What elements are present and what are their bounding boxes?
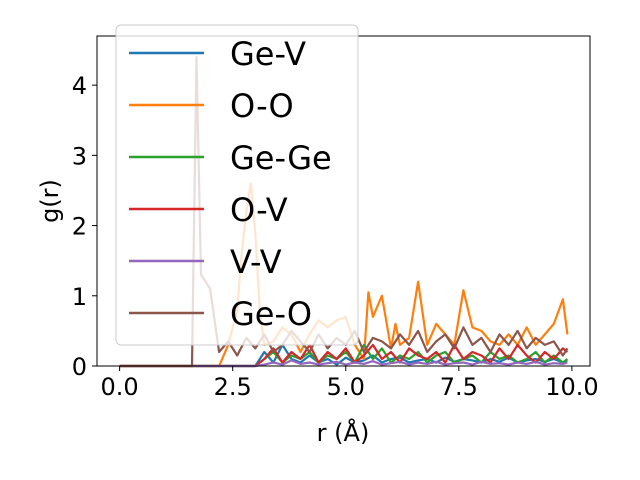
legend-label-ge-ge: Ge-Ge — [230, 139, 332, 177]
legend: Ge-V O-O Ge-Ge O-V V-V Ge-O — [115, 24, 359, 346]
series-line-ge-o — [119, 56, 569, 368]
x-axis-label: r (Å) — [317, 418, 370, 447]
series-layer — [119, 56, 569, 368]
x-tick-label: 5.0 — [327, 373, 365, 401]
legend-label-v-v: V-V — [230, 243, 282, 281]
series-line-o-v — [119, 343, 569, 368]
y-tick-label: 1 — [72, 283, 87, 311]
legend-label-ge-o: Ge-O — [230, 295, 312, 333]
y-tick-label: 4 — [72, 72, 87, 100]
y-tick-label: 3 — [72, 142, 87, 170]
series-line-v-v — [119, 359, 568, 368]
x-tick-label: 7.5 — [440, 373, 478, 401]
x-tick-label: 10.0 — [545, 373, 598, 401]
legend-label-o-o: O-O — [230, 87, 294, 125]
legend-label-o-v: O-V — [230, 191, 288, 229]
legend-entries: Ge-V O-O Ge-Ge O-V V-V Ge-O — [129, 35, 332, 333]
x-ticks: 0.0 2.5 5.0 7.5 10.0 — [101, 366, 599, 401]
y-tick-label: 0 — [72, 353, 87, 381]
legend-label-ge-v: Ge-V — [230, 35, 306, 73]
x-tick-label: 0.0 — [101, 373, 139, 401]
y-axis-label: g(r) — [36, 179, 64, 223]
x-tick-label: 2.5 — [214, 373, 252, 401]
y-tick-label: 2 — [72, 213, 87, 241]
y-ticks: 0 1 2 3 4 — [72, 72, 97, 381]
